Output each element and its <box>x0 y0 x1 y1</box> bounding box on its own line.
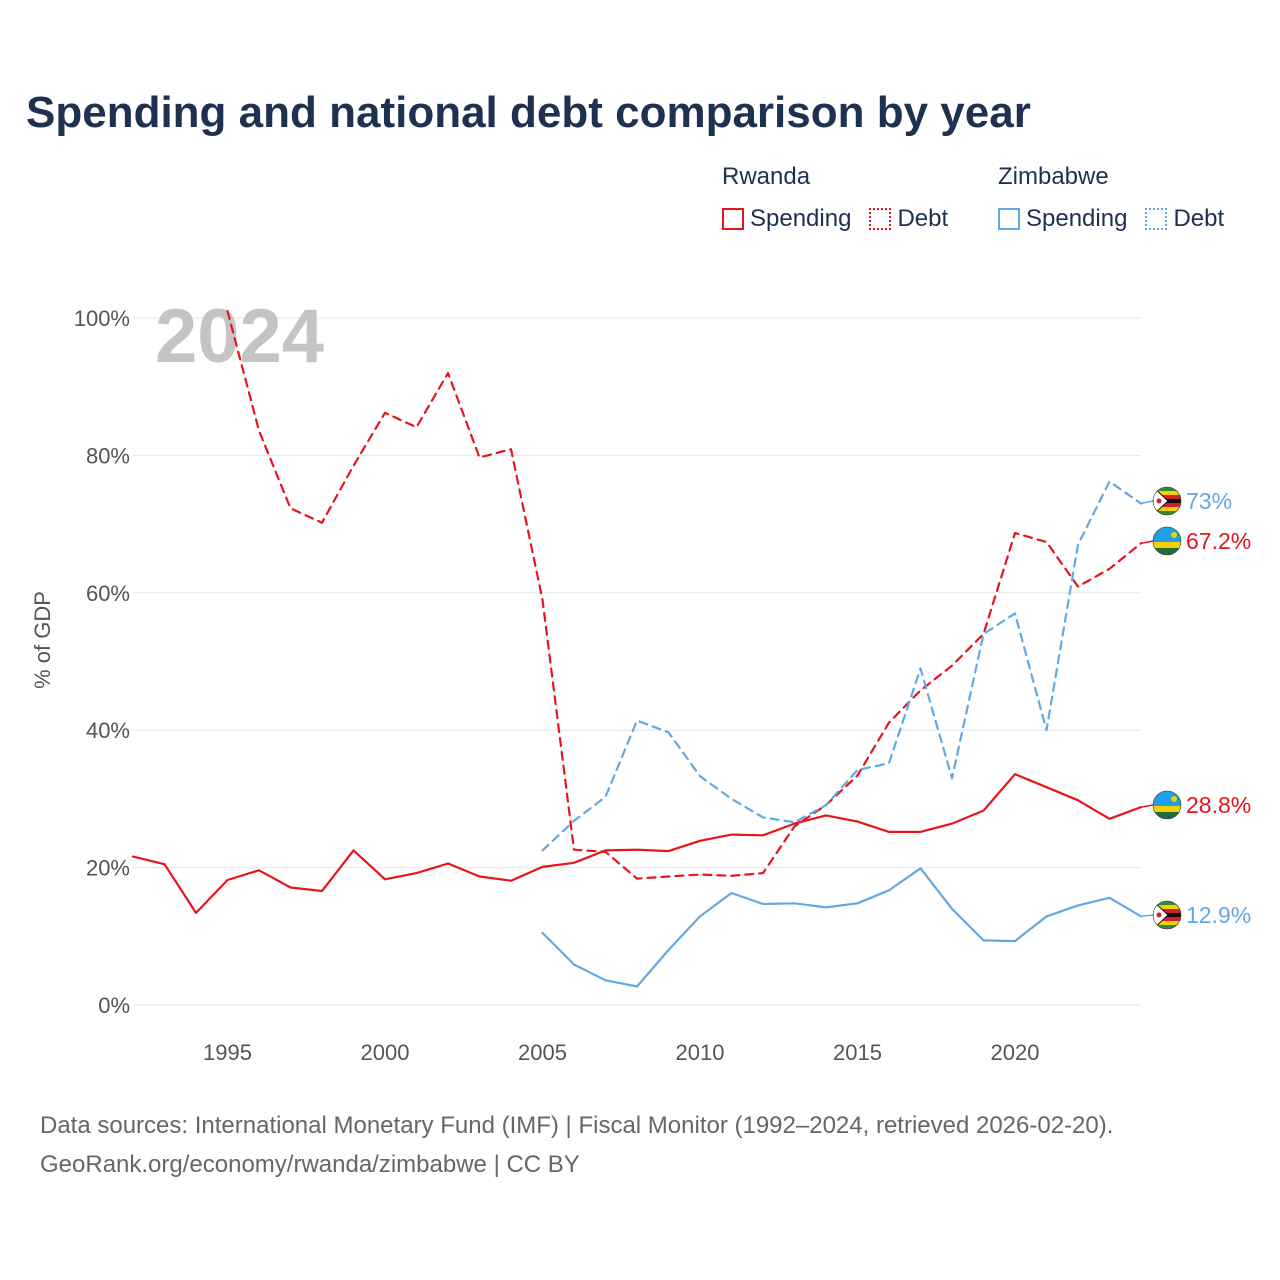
legend-swatch-dotted-red <box>869 208 892 230</box>
chart-title: Spending and national debt comparison by… <box>26 88 1031 137</box>
zimbabwe-flag-icon <box>1152 486 1182 516</box>
legend-group-rwanda: Rwanda Spending Debt <box>722 163 948 233</box>
x-axis-ticks: 1995 2000 2005 2010 2015 2020 <box>203 1040 1039 1065</box>
y-tick-label: 0% <box>98 993 130 1018</box>
legend-swatch-solid-red <box>722 208 744 230</box>
x-tick-label: 2010 <box>676 1040 725 1065</box>
legend-rwanda-spending[interactable]: Spending <box>722 205 851 233</box>
y-tick-label: 20% <box>86 856 130 881</box>
x-tick-label: 2020 <box>991 1040 1040 1065</box>
x-tick-label: 2005 <box>518 1040 567 1065</box>
end-value-label: 73% <box>1186 488 1232 514</box>
footer-sources: Data sources: International Monetary Fun… <box>40 1112 1114 1139</box>
legend-zimbabwe-debt[interactable]: Debt <box>1145 205 1224 233</box>
series-line-zimbabwe-debt <box>541 480 1143 852</box>
y-tick-label: 100% <box>74 306 130 331</box>
y-axis-label: % of GDP <box>30 591 55 689</box>
rwanda-flag-icon <box>1152 790 1182 820</box>
legend-group-zimbabwe: Zimbabwe Spending Debt <box>998 163 1224 233</box>
x-tick-label: 1995 <box>203 1040 252 1065</box>
end-connector <box>1140 500 1154 505</box>
x-tick-label: 2000 <box>361 1040 410 1065</box>
legend-swatch-solid-blue <box>998 208 1020 230</box>
y-tick-label: 60% <box>86 581 130 606</box>
legend-zimbabwe-spending[interactable]: Spending <box>998 205 1127 233</box>
footer-credit: GeoRank.org/economy/rwanda/zimbabwe | CC… <box>40 1151 580 1178</box>
series-lines <box>131 310 1143 988</box>
y-axis-ticks: 0% 20% 40% 60% 80% 100% <box>74 306 130 1018</box>
x-tick-label: 2015 <box>833 1040 882 1065</box>
legend-label: Debt <box>897 205 949 232</box>
series-line-zimbabwe-spending <box>541 867 1143 988</box>
legend-group-name: Zimbabwe <box>998 163 1109 190</box>
legend-rwanda-debt[interactable]: Debt <box>869 205 948 233</box>
series-line-rwanda-spending <box>131 773 1143 915</box>
zimbabwe-flag-icon <box>1152 900 1182 930</box>
end-connector <box>1140 804 1154 808</box>
end-value-label: 67.2% <box>1186 528 1251 554</box>
y-tick-label: 40% <box>86 718 130 743</box>
legend-swatch-dotted-blue <box>1145 208 1168 230</box>
line-chart: 2024 0% 20% 40% 60% 80% 100% 1995 2000 2005 2010… <box>30 294 1251 1065</box>
year-watermark: 2024 <box>155 294 324 379</box>
legend-label: Spending <box>750 205 852 232</box>
end-markers: 28.8% 67.2% 12.9% 73% <box>1140 486 1251 930</box>
rwanda-flag-icon <box>1152 526 1182 556</box>
end-connector <box>1140 914 1154 918</box>
end-value-label: 28.8% <box>1186 792 1251 818</box>
gridlines <box>133 317 1141 1006</box>
series-line-rwanda-debt <box>226 310 1143 880</box>
end-value-label: 12.9% <box>1186 902 1251 928</box>
legend-label: Debt <box>1173 205 1225 232</box>
end-connector <box>1140 540 1154 545</box>
y-tick-label: 80% <box>86 443 130 468</box>
legend-group-name: Rwanda <box>722 163 811 190</box>
legend-label: Spending <box>1026 205 1128 232</box>
footer: Data sources: International Monetary Fun… <box>40 1106 1113 1184</box>
